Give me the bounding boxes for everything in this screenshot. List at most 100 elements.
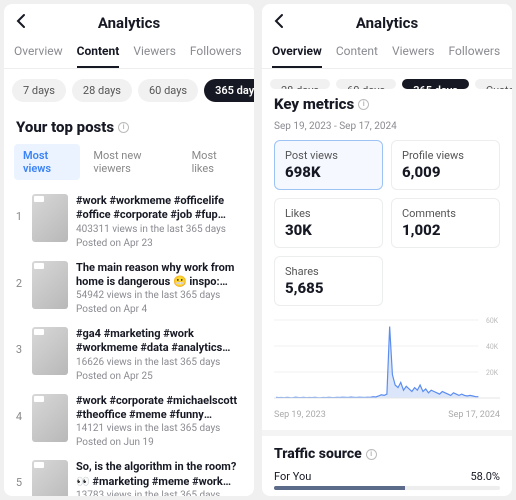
chart-svg: 60K40K20K	[274, 314, 500, 404]
content-panel: Analytics Overview Content Viewers Follower…	[4, 4, 254, 496]
metric-profile-views[interactable]: Profile views6,009	[391, 140, 500, 190]
metric-value: 5,685	[285, 279, 372, 297]
post-body: #work #corporate #michaelscott #theoffic…	[76, 394, 244, 449]
metric-label: Profile views	[402, 149, 489, 162]
info-icon[interactable]: i	[366, 449, 377, 460]
info-icon[interactable]: i	[118, 122, 129, 133]
post-date: Posted on Jun 19	[76, 437, 244, 448]
tab-viewers[interactable]: Viewers	[133, 38, 176, 68]
back-icon[interactable]	[14, 13, 30, 33]
post-row[interactable]: 4#work #corporate #michaelscott #theoffi…	[14, 388, 244, 455]
post-date: Posted on Apr 25	[76, 371, 244, 382]
post-body: #work #workmeme #officelife #office #cor…	[76, 194, 244, 249]
key-metrics-grid: Post views698KProfile views6,009Likes30K…	[262, 140, 512, 306]
page-title: Analytics	[274, 14, 500, 32]
traffic-bar-fill	[274, 486, 405, 490]
datefilter-28-days[interactable]: 28 days	[270, 79, 330, 89]
section-title-text: Your top posts	[16, 118, 114, 136]
post-body: The main reason why work from home is da…	[76, 261, 244, 316]
chart-x-end: Sep 17, 2024	[448, 410, 500, 420]
main-tabs: OverviewContentViewersFollowersLIVE	[4, 38, 254, 69]
metrics-chart: 60K40K20K Sep 19, 2023 Sep 17, 2024	[262, 306, 512, 424]
traffic-title-text: Traffic source	[274, 446, 362, 462]
date-filters: 28 days 60 days 365 days Custom▾	[262, 69, 512, 89]
post-rank: 5	[14, 460, 24, 489]
section-title: Your top posts i	[4, 112, 254, 144]
metric-label: Comments	[402, 207, 489, 220]
sort-tabs: Most viewsMost new viewersMost likes	[4, 144, 254, 188]
post-title: #ga4 #marketing #work #workmeme #data #a…	[76, 327, 244, 356]
svg-text:60K: 60K	[486, 317, 499, 325]
tab-overview[interactable]: Overview	[14, 38, 63, 68]
svg-text:40K: 40K	[486, 343, 499, 351]
post-date: Posted on Apr 4	[76, 304, 244, 315]
metric-post-views[interactable]: Post views698K	[274, 140, 383, 190]
post-rank: 2	[14, 261, 24, 290]
datefilter-365-days[interactable]: 365 days	[402, 79, 469, 89]
metric-label: Likes	[285, 207, 372, 220]
sort-most-likes[interactable]: Most likes	[183, 144, 244, 180]
traffic-rows: For You58.0%Search35.6%	[274, 470, 500, 496]
section-title-text: Key metrics	[274, 95, 354, 113]
post-thumbnail[interactable]	[32, 261, 68, 309]
traffic-bar	[274, 486, 500, 490]
datefilter-custom[interactable]: Custom▾	[475, 79, 512, 89]
info-icon[interactable]: i	[358, 99, 369, 110]
sort-most-new-viewers[interactable]: Most new viewers	[84, 144, 178, 180]
post-thumbnail[interactable]	[32, 327, 68, 375]
metric-value: 1,002	[402, 221, 489, 239]
tab-followers[interactable]: Followers	[190, 38, 242, 68]
datefilter-60-days[interactable]: 60 days	[138, 79, 198, 102]
post-thumbnail[interactable]	[32, 194, 68, 242]
metric-comments[interactable]: Comments1,002	[391, 198, 500, 248]
traffic-label: For You	[274, 470, 311, 483]
top-posts-list: 1 #work #workmeme #officelife #office #co…	[4, 188, 254, 496]
traffic-title: Traffic source i	[274, 446, 500, 462]
post-body: So, is the algorithm in the room? 👀 #mar…	[76, 460, 244, 496]
metric-value: 30K	[285, 221, 372, 239]
tab-content[interactable]: Content	[336, 38, 378, 68]
post-views: 13783 views in the last 365 days	[76, 490, 244, 496]
tab-content[interactable]: Content	[77, 38, 120, 68]
section-title: Key metrics i	[262, 89, 512, 121]
metric-shares[interactable]: Shares5,685	[274, 256, 383, 306]
overview-panel: Analytics Overview Content Viewers Follower…	[262, 4, 512, 496]
post-views: 14121 views in the last 365 days	[76, 423, 244, 434]
traffic-section: Traffic source i For You58.0%Search35.6%	[262, 430, 512, 496]
post-rank: 3	[14, 327, 24, 356]
post-row[interactable]: 3 #ga4 #marketing #work #workmeme #data #…	[14, 321, 244, 388]
post-title: The main reason why work from home is da…	[76, 261, 244, 290]
chart-x-start: Sep 19, 2023	[274, 410, 326, 420]
post-thumbnail[interactable]	[32, 394, 68, 442]
panel-header: Analytics	[262, 4, 512, 38]
back-icon[interactable]	[272, 13, 288, 33]
datefilter-365-days[interactable]: 365 days	[204, 79, 254, 102]
post-views: 16626 views in the last 365 days	[76, 357, 244, 368]
post-title: #work #workmeme #officelife #office #cor…	[76, 194, 244, 223]
metric-value: 698K	[285, 163, 372, 181]
tab-followers[interactable]: Followers	[449, 38, 501, 68]
post-row[interactable]: 5 So, is the algorithm in the room? 👀 #ma…	[14, 454, 244, 496]
post-views: 54942 views in the last 365 days	[76, 290, 244, 301]
post-row[interactable]: 1 #work #workmeme #officelife #office #co…	[14, 188, 244, 255]
tab-viewers[interactable]: Viewers	[392, 38, 435, 68]
post-row[interactable]: 2 The main reason why work from home is d…	[14, 255, 244, 322]
metric-value: 6,009	[402, 163, 489, 181]
post-date: Posted on Apr 23	[76, 238, 244, 249]
datefilter-7-days[interactable]: 7 days	[12, 79, 66, 102]
datefilter-60-days[interactable]: 60 days	[336, 79, 396, 89]
post-body: #ga4 #marketing #work #workmeme #data #a…	[76, 327, 244, 382]
post-views: 403311 views in the last 365 days	[76, 224, 244, 235]
traffic-row-for-you: For You58.0%	[274, 470, 500, 490]
date-filters: 7 days28 days60 days365 daysCustom	[4, 69, 254, 112]
metric-likes[interactable]: Likes30K	[274, 198, 383, 248]
panel-header: Analytics	[4, 4, 254, 38]
main-tabs: OverviewContentViewersFollowersLIVE	[262, 38, 512, 69]
page-title: Analytics	[16, 14, 242, 32]
post-thumbnail[interactable]	[32, 460, 68, 496]
post-rank: 1	[14, 194, 24, 223]
datefilter-28-days[interactable]: 28 days	[72, 79, 132, 102]
sort-most-views[interactable]: Most views	[14, 144, 80, 180]
metric-label: Post views	[285, 149, 372, 162]
tab-overview[interactable]: Overview	[272, 38, 322, 68]
